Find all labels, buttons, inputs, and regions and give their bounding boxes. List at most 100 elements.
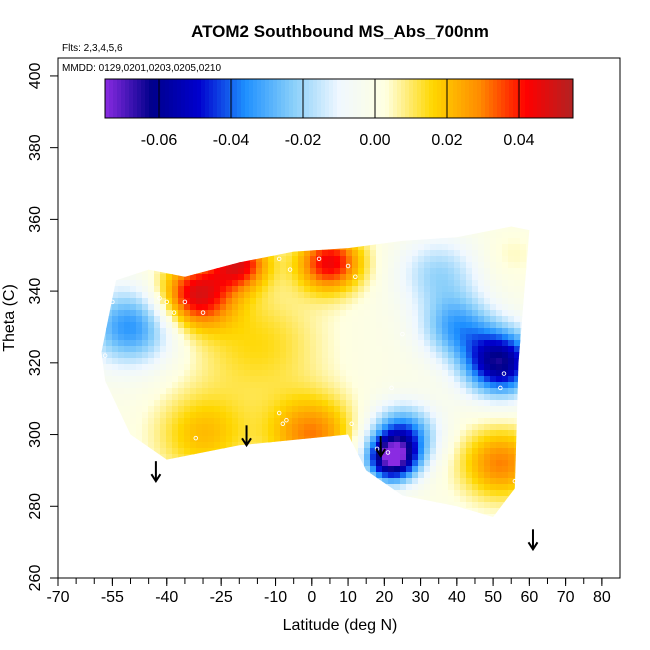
heat-cell: [70, 430, 77, 437]
heat-cell: [64, 334, 71, 341]
heat-cell: [280, 460, 287, 467]
heat-cell: [358, 298, 365, 305]
heat-cell: [322, 478, 329, 485]
heat-cell: [310, 196, 317, 203]
heat-cell: [82, 226, 89, 233]
heat-cell: [292, 154, 299, 161]
heat-cell: [262, 442, 269, 449]
heat-cell: [190, 406, 197, 413]
heat-cell: [364, 292, 371, 299]
heat-cell: [208, 418, 215, 425]
heat-cell: [154, 262, 161, 269]
heat-cell: [202, 478, 209, 485]
heat-cell: [262, 190, 269, 197]
heat-cell: [286, 484, 293, 491]
heat-cell: [250, 400, 257, 407]
heat-cell: [136, 322, 143, 329]
heat-cell: [94, 382, 101, 389]
heat-cell: [364, 436, 371, 443]
heat-cell: [196, 436, 203, 443]
heat-cell: [94, 256, 101, 263]
heat-cell: [352, 556, 359, 563]
heat-cell: [76, 94, 83, 101]
heat-cell: [370, 214, 377, 221]
heat-cell: [358, 502, 365, 509]
heat-cell: [226, 400, 233, 407]
heat-cell: [184, 508, 191, 515]
heat-cell: [292, 388, 299, 395]
heat-cell: [202, 316, 209, 323]
heat-cell: [172, 526, 179, 533]
heat-cell: [346, 214, 353, 221]
heat-cell: [256, 556, 263, 563]
heat-cell: [58, 550, 65, 557]
heat-cell: [160, 424, 167, 431]
heat-cell: [208, 208, 215, 215]
heat-cell: [112, 412, 119, 419]
heat-cell: [346, 124, 353, 131]
heat-cell: [244, 460, 251, 467]
heat-cell: [310, 352, 317, 359]
heat-cell: [352, 322, 359, 329]
heat-cell: [310, 496, 317, 503]
heat-cell: [268, 292, 275, 299]
heat-cell: [376, 118, 383, 125]
heat-cell: [376, 412, 383, 419]
heat-cell: [256, 412, 263, 419]
heat-cell: [334, 160, 341, 167]
heat-cell: [376, 364, 383, 371]
heat-cell: [250, 238, 257, 245]
heat-cell: [136, 262, 143, 269]
heat-cell: [208, 502, 215, 509]
heat-cell: [118, 256, 125, 263]
heat-cell: [76, 358, 83, 365]
heat-cell: [118, 274, 125, 281]
heat-cell: [334, 244, 341, 251]
heat-cell: [172, 154, 179, 161]
heat-cell: [274, 118, 281, 125]
heat-cell: [238, 292, 245, 299]
heat-cell: [382, 334, 389, 341]
heat-cell: [106, 304, 113, 311]
heat-cell: [178, 310, 185, 317]
heat-cell: [292, 520, 299, 527]
heat-cell: [142, 364, 149, 371]
heat-cell: [136, 532, 143, 539]
heat-cell: [238, 406, 245, 413]
heat-cell: [160, 454, 167, 461]
heat-cell: [58, 172, 65, 179]
heat-cell: [208, 244, 215, 251]
heat-cell: [262, 562, 269, 569]
heat-cell: [130, 376, 137, 383]
heat-cell: [244, 256, 251, 263]
heat-cell: [190, 292, 197, 299]
heat-cell: [346, 184, 353, 191]
heat-cell: [274, 190, 281, 197]
heat-cell: [340, 376, 347, 383]
heat-cell: [382, 532, 389, 539]
heat-cell: [262, 412, 269, 419]
heat-cell: [184, 448, 191, 455]
heat-cell: [58, 562, 65, 569]
heat-cell: [316, 196, 323, 203]
heat-cell: [184, 298, 191, 305]
heat-cell: [190, 232, 197, 239]
heat-cell: [220, 520, 227, 527]
heat-cell: [262, 154, 269, 161]
heat-cell: [226, 118, 233, 125]
heat-cell: [82, 532, 89, 539]
heat-cell: [262, 328, 269, 335]
heat-cell: [178, 388, 185, 395]
heat-cell: [304, 220, 311, 227]
heat-cell: [70, 412, 77, 419]
heat-cell: [316, 256, 323, 263]
heat-cell: [250, 538, 257, 545]
heat-cell: [250, 460, 257, 467]
heat-cell: [178, 532, 185, 539]
heat-cell: [70, 94, 77, 101]
heat-cell: [298, 562, 305, 569]
heat-cell: [82, 400, 89, 407]
heat-cell: [220, 310, 227, 317]
heat-cell: [346, 412, 353, 419]
heat-cell: [124, 574, 131, 581]
